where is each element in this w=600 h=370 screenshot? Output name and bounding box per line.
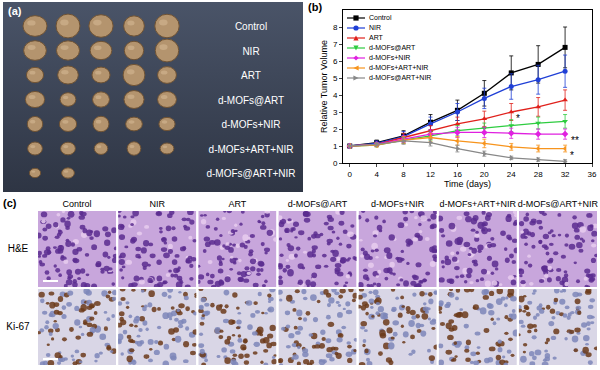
svg-text:28: 28 [534, 170, 543, 179]
svg-text:Control: Control [63, 199, 92, 209]
svg-text:Time (days): Time (days) [444, 179, 491, 189]
svg-text:4: 4 [333, 91, 338, 100]
svg-text:12: 12 [426, 170, 435, 179]
svg-text:(c): (c) [3, 197, 17, 209]
svg-text:32: 32 [561, 170, 570, 179]
svg-text:ART: ART [241, 70, 261, 81]
svg-text:8: 8 [333, 23, 338, 32]
svg-text:6: 6 [333, 57, 338, 66]
svg-text:3: 3 [333, 108, 338, 117]
svg-text:d-MOFs@ART: d-MOFs@ART [288, 199, 348, 209]
svg-text:5: 5 [333, 74, 338, 83]
html-text:d-MOFs@ART+NIR: d-MOFs@ART+NIR [369, 74, 432, 81]
svg-text:1: 1 [333, 142, 338, 151]
svg-text:NIR: NIR [242, 46, 259, 57]
svg-text:16: 16 [453, 170, 462, 179]
svg-text:H&E: H&E [8, 243, 29, 254]
svg-text:d-MOFs+NIR: d-MOFs+NIR [371, 199, 425, 209]
svg-text:NIR: NIR [149, 199, 165, 209]
html-text:ART: ART [369, 34, 383, 41]
svg-text:*: * [570, 150, 574, 161]
svg-text:d-MOFs+NIR: d-MOFs+NIR [221, 119, 280, 130]
svg-text:d-MOFs@ART+NIR: d-MOFs@ART+NIR [518, 199, 599, 209]
svg-text:24: 24 [507, 170, 516, 179]
svg-text:8: 8 [401, 170, 406, 179]
svg-text:*: * [516, 113, 520, 124]
svg-text:d-MOFs+ART+NIR: d-MOFs+ART+NIR [440, 199, 517, 209]
svg-text:Control: Control [235, 21, 267, 32]
svg-text:0: 0 [333, 159, 338, 168]
svg-text:**: ** [571, 135, 579, 146]
svg-text:7: 7 [333, 40, 338, 49]
html-text:Control: Control [369, 14, 392, 21]
svg-text:2: 2 [333, 125, 338, 134]
svg-text:d-MOFs@ART+NIR: d-MOFs@ART+NIR [206, 168, 295, 179]
svg-text:4: 4 [374, 170, 379, 179]
html-text:d-MOFs@ART: d-MOFs@ART [369, 44, 416, 51]
html-text:(b): (b) [308, 1, 322, 13]
html-text:d-MOFs+NIR: d-MOFs+NIR [369, 54, 411, 61]
svg-text:0: 0 [348, 170, 353, 179]
svg-text:Ki-67: Ki-67 [6, 321, 30, 332]
html-text:d-MOFs+ART+NIR: d-MOFs+ART+NIR [369, 64, 429, 71]
svg-text:ART: ART [228, 199, 246, 209]
svg-text:36: 36 [588, 170, 597, 179]
svg-text:(a): (a) [8, 5, 22, 17]
svg-text:d-MOFs+ART+NIR: d-MOFs+ART+NIR [209, 144, 294, 155]
svg-text:d-MOFs@ART: d-MOFs@ART [218, 95, 284, 106]
html-text:NIR: NIR [369, 24, 382, 31]
svg-text:20: 20 [480, 170, 489, 179]
svg-text:Relative Tumor Volume: Relative Tumor Volume [319, 40, 329, 133]
